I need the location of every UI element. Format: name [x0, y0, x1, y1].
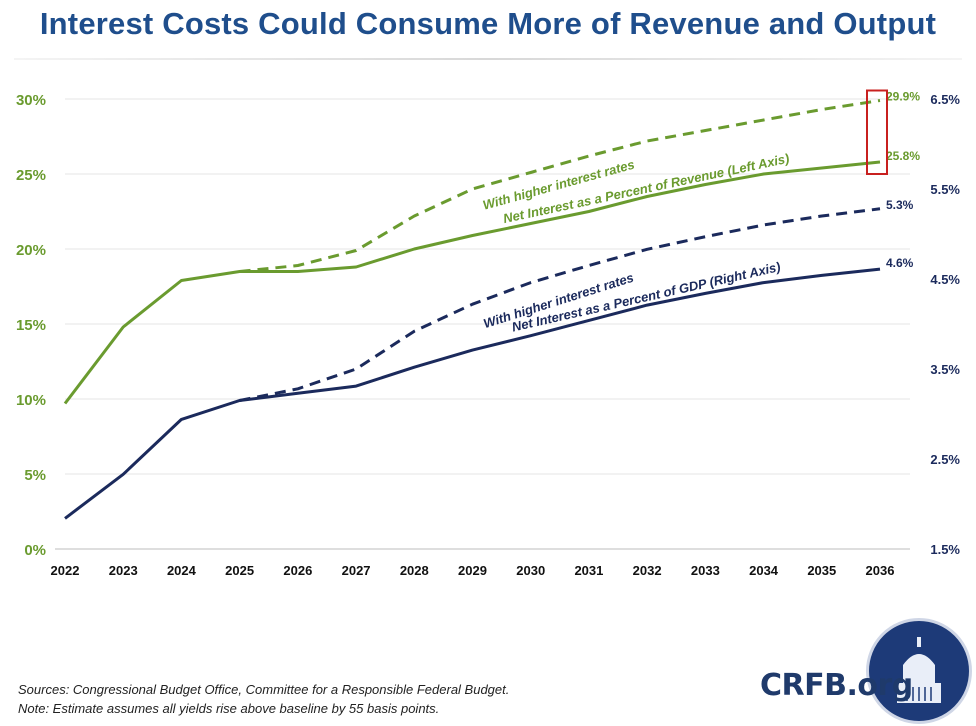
x-axis-tick-label: 2035 [807, 563, 836, 578]
left-axis-tick-label: 0% [24, 542, 46, 559]
x-axis-tick-label: 2026 [283, 563, 312, 578]
x-axis-tick-label: 2022 [51, 563, 80, 578]
x-axis-tick-label: 2028 [400, 563, 429, 578]
left-axis-tick-label: 15% [16, 317, 46, 334]
x-axis-tick-label: 2024 [167, 563, 197, 578]
sources-note: Sources: Congressional Budget Office, Co… [18, 680, 509, 718]
right-axis-tick-label: 2.5% [930, 452, 960, 467]
left-axis-tick-label: 20% [16, 242, 46, 259]
source-line: Sources: Congressional Budget Office, Co… [18, 682, 510, 697]
left-axis-tick-label: 5% [24, 467, 46, 484]
line-chart: 0% 5% 10% 15% 20% 25% 30% 1.5% 2.5% 3.5% 4.5% 5.5% 6… [16, 89, 960, 578]
left-axis-tick-label: 10% [16, 392, 46, 409]
x-axis-tick-label: 2031 [574, 563, 603, 578]
title-divider [14, 58, 962, 60]
series-end-label: 5.3% [886, 198, 914, 212]
logo-text: CRFB.org [760, 668, 913, 703]
dashed-right-series-line [239, 207, 881, 402]
x-axis-tick-label: 2025 [225, 563, 254, 578]
right-axis-tick-label: 5.5% [930, 182, 960, 197]
series-end-label: 29.9% [886, 90, 920, 104]
solid-right-series-line [64, 267, 881, 520]
x-axis-tick-label: 2036 [866, 563, 895, 578]
note-line: Note: Estimate assumes all yields rise a… [18, 701, 440, 716]
x-axis-tick-label: 2029 [458, 563, 487, 578]
chart-title: Interest Costs Could Consume More of Rev… [39, 6, 937, 41]
capitol-seal-icon [866, 618, 972, 724]
x-axis-tick-label: 2032 [633, 563, 662, 578]
series-end-label: 4.6% [886, 256, 914, 270]
left-axis-tick-label: 30% [16, 92, 46, 109]
x-axis-tick-label: 2030 [516, 563, 545, 578]
solid-left-series-line [63, 160, 881, 405]
right-axis-tick-label: 1.5% [930, 542, 960, 557]
dashed-left-series-line [239, 99, 881, 273]
x-axis-tick-label: 2023 [109, 563, 138, 578]
left-axis-tick-label: 25% [16, 167, 46, 184]
x-axis-tick-label: 2034 [749, 563, 779, 578]
right-axis-tick-label: 4.5% [930, 272, 960, 287]
right-axis-tick-label: 3.5% [930, 362, 960, 377]
right-axis-tick-label: 6.5% [930, 92, 960, 107]
crfb-logo[interactable]: CRFB.org [760, 612, 976, 726]
highlight-box [866, 89, 888, 175]
series-end-label: 25.8% [886, 149, 920, 163]
x-axis-tick-label: 2033 [691, 563, 720, 578]
x-axis-tick-label: 2027 [342, 563, 371, 578]
